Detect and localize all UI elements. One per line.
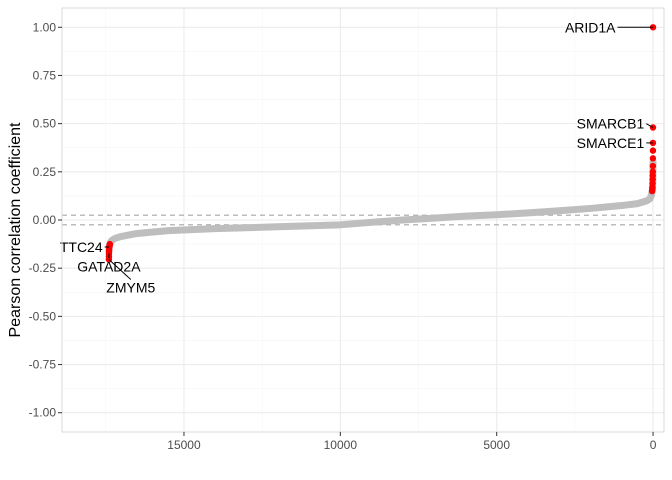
gene-label-smarcb1: SMARCB1 [577, 116, 645, 132]
background-point [430, 214, 438, 222]
background-point [165, 227, 172, 234]
background-points-series [105, 158, 657, 255]
x-tick-label: 10000 [324, 438, 358, 452]
background-point [524, 209, 532, 217]
background-point [212, 225, 219, 232]
y-tick-label: 0.50 [33, 117, 57, 131]
background-point [337, 221, 344, 229]
highlight-point [649, 162, 657, 170]
annotation-leader-line [646, 123, 654, 128]
x-tick-label: 15000 [167, 438, 201, 452]
y-tick-label: -0.50 [29, 309, 57, 323]
axes: 1.00 0.75 0.50 0.25 0.00 -0.25 -0.50 -0.75 -1.00… [29, 7, 665, 452]
grid [62, 8, 664, 432]
background-point [274, 223, 281, 230]
background-point [493, 211, 500, 218]
x-tick-label: 0 [650, 438, 657, 452]
background-point [462, 212, 469, 220]
y-tick-label: 0.75 [33, 68, 57, 82]
background-point [634, 200, 641, 207]
y-tick-label: 1.00 [33, 20, 57, 34]
highlight-point [649, 147, 657, 154]
gene-label-ttc24: TTC24 [60, 239, 103, 255]
y-tick-label: 0.00 [33, 213, 57, 227]
gene-label-gatad2a: GATAD2A [77, 258, 141, 274]
gene-label-zmym5: ZMYM5 [106, 279, 155, 295]
gene-label-smarce1: SMARCE1 [577, 135, 645, 151]
annotation-leader-line [108, 259, 132, 280]
y-tick-label: 0.25 [33, 165, 57, 179]
highlight-point [649, 155, 657, 162]
background-point [556, 207, 563, 214]
background-point [111, 235, 119, 242]
y-tick-label: -0.25 [29, 261, 57, 275]
y-tick-label: -0.75 [29, 358, 57, 372]
background-point [587, 205, 594, 212]
background-point [133, 230, 141, 237]
background-point [118, 233, 125, 240]
gene-label-arid1a: ARID1A [565, 19, 616, 35]
highlight-point [648, 187, 656, 195]
y-axis-title: Pearson correlation coefficient [7, 122, 24, 337]
background-point [618, 202, 625, 209]
background-point [368, 219, 375, 226]
background-point [399, 216, 407, 224]
gene-annotations: ARID1A SMARCB1 SMARCE1 TTC24 GATAD2A ZMYM5 [60, 19, 654, 295]
y-tick-label: -1.00 [29, 406, 57, 420]
x-tick-label: 5000 [483, 438, 510, 452]
background-points-band [105, 158, 657, 255]
highlight-point [106, 240, 114, 248]
